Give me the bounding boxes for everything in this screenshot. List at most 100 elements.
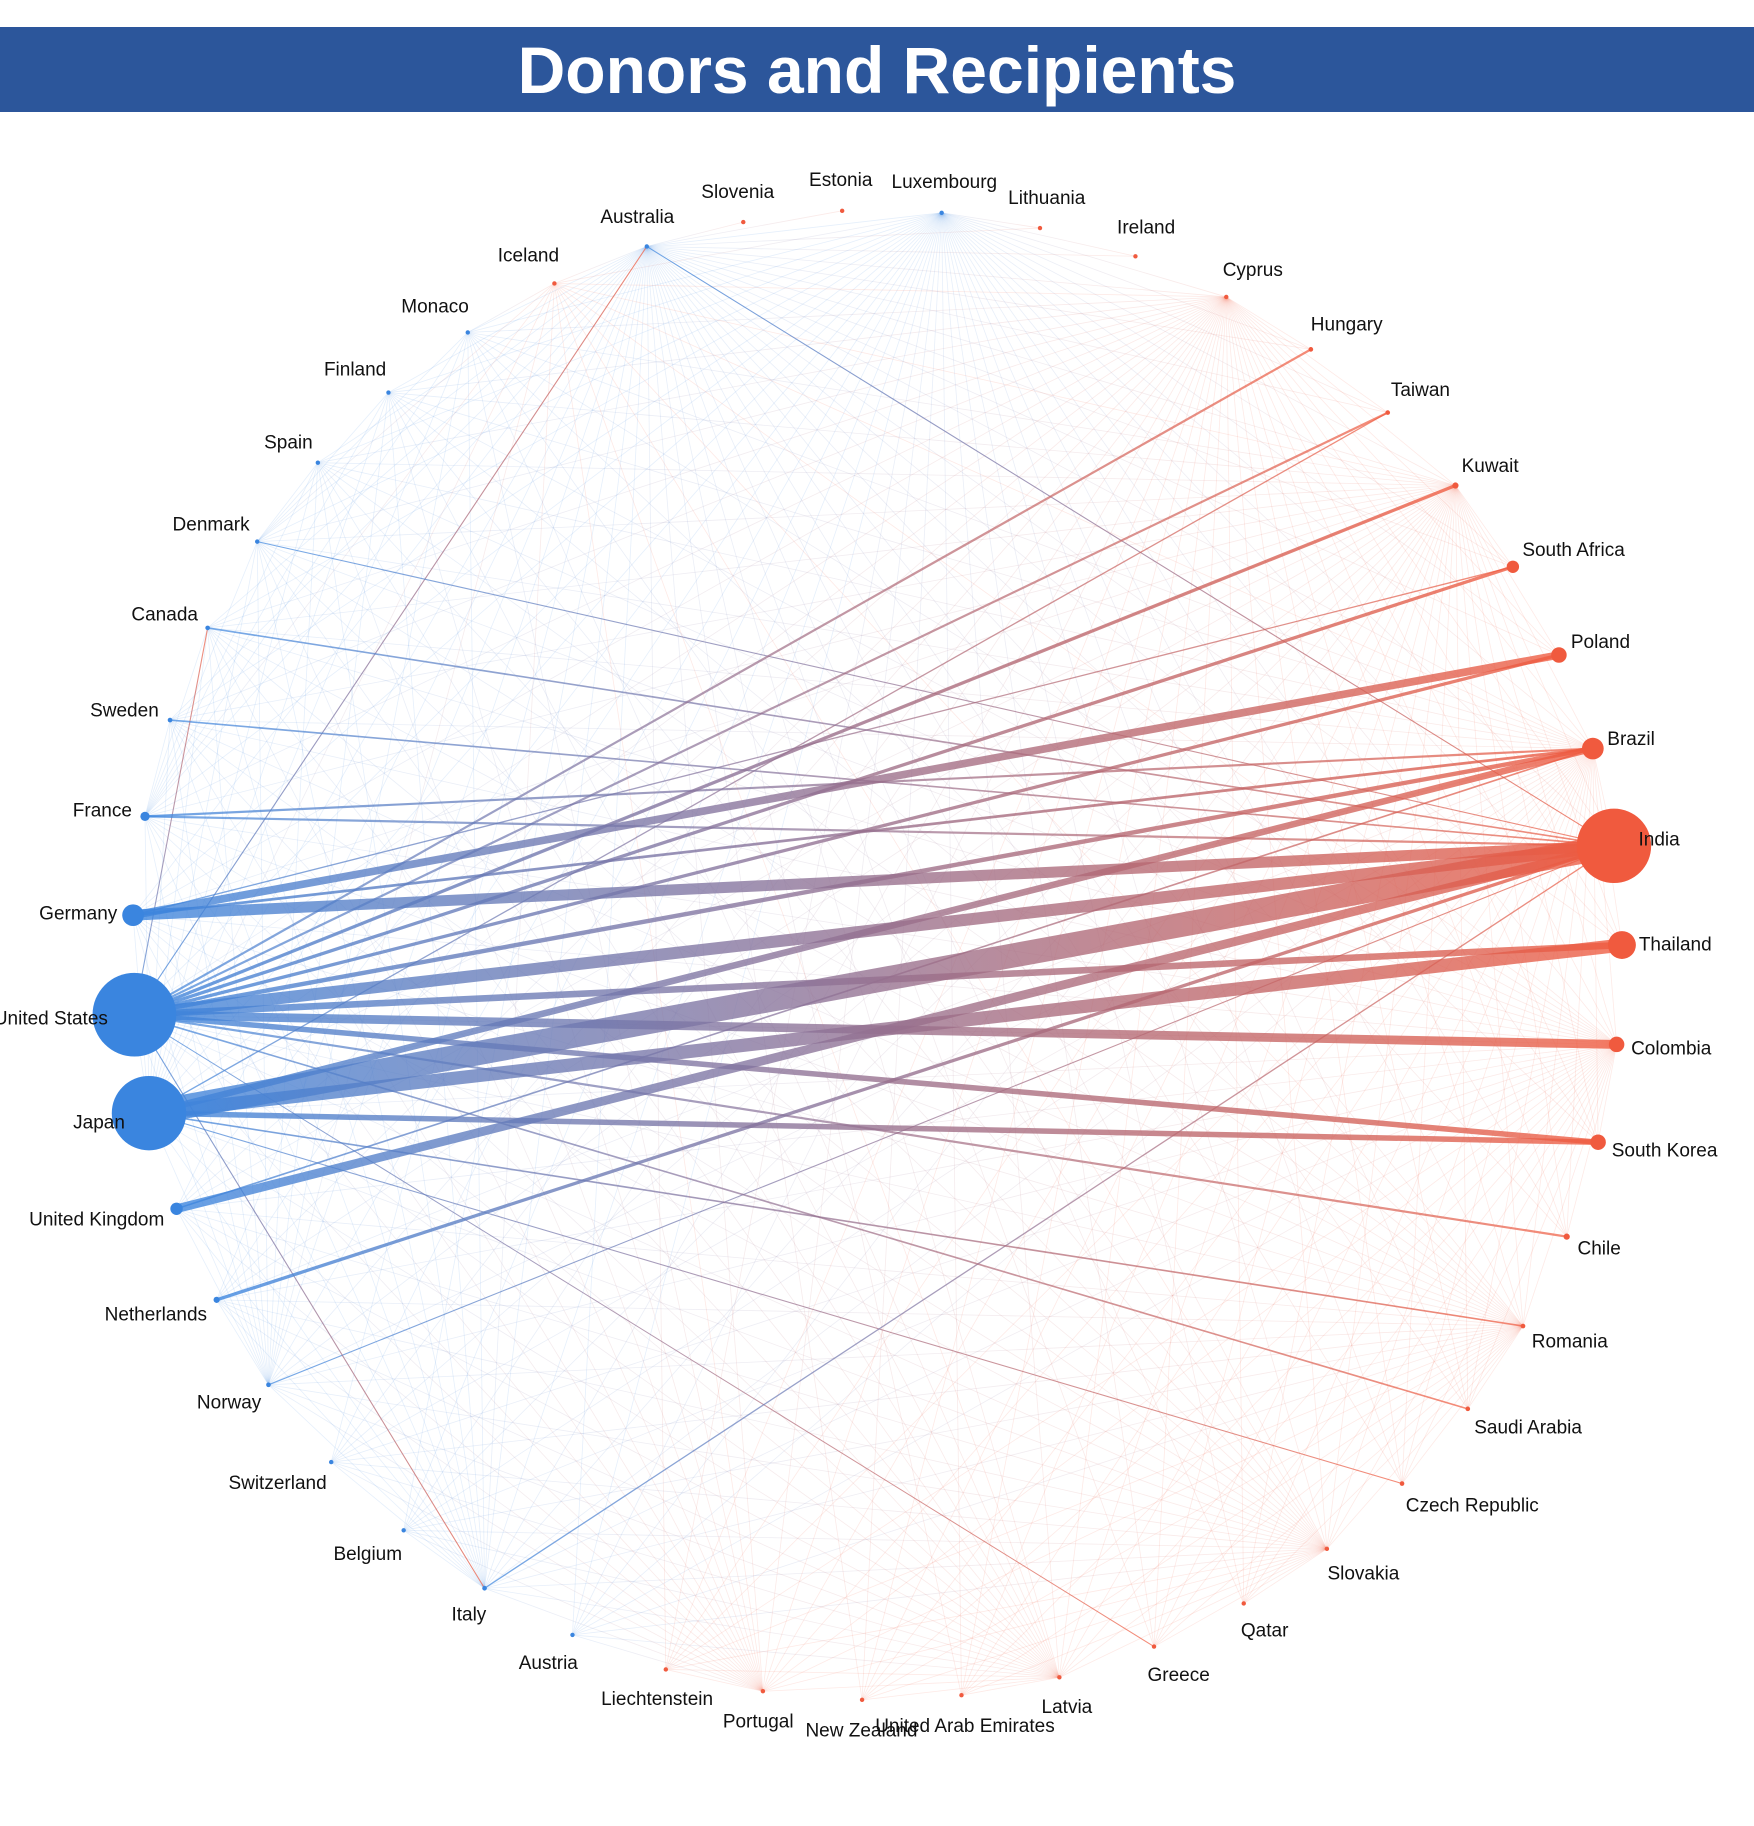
edge-japan-france — [144, 816, 150, 1114]
edge-cyprus-liechtenstein — [665, 296, 1227, 1670]
edge-kuwait-italy — [484, 485, 1456, 1589]
edge-kuwait-germany — [132, 485, 1456, 916]
node-uae — [959, 1692, 964, 1698]
edge-romania-iceland — [554, 283, 1524, 1327]
label-netherlands: Netherlands — [105, 1304, 207, 1325]
flow-united_states-to-india — [128, 839, 1621, 1021]
edge-cyprus-chile — [1225, 296, 1568, 1237]
node-chile — [1563, 1233, 1570, 1240]
edge-italy-belgium — [403, 1529, 485, 1589]
node-ireland — [1133, 254, 1138, 259]
flow-united_states-to-poland — [132, 653, 1561, 1017]
edge-kuwait-new_zealand — [861, 485, 1456, 1701]
label-uae: United Arab Emirates — [875, 1716, 1055, 1737]
node-sweden — [167, 717, 173, 723]
label-austria: Austria — [519, 1653, 579, 1674]
flow-germany-to-poland — [129, 651, 1563, 920]
node-belgium — [401, 1528, 406, 1533]
edge-latvia-switzerland — [331, 1461, 1060, 1678]
edge-romania-latvia — [1059, 1325, 1524, 1678]
edge-cyprus-france — [144, 296, 1227, 817]
node-france — [140, 811, 150, 822]
edge-denmark-monaco — [256, 332, 469, 542]
edge-slovakia-united_states — [134, 1014, 1328, 1550]
edge-australia-brazil — [646, 246, 1594, 749]
flow-japan-to-south_korea — [146, 1110, 1601, 1145]
edge-brazil-greece — [1153, 748, 1594, 1647]
edge-slovakia-sweden — [169, 719, 1328, 1550]
edge-monaco-iceland — [467, 283, 555, 333]
edge-slovakia-austria — [572, 1548, 1327, 1636]
node-slovenia — [741, 219, 746, 225]
edge-portugal-canada — [207, 627, 764, 1692]
edge-slovakia-portugal — [762, 1548, 1327, 1692]
label-slovakia: Slovakia — [1327, 1563, 1399, 1584]
edge-luxembourg-germany — [132, 212, 942, 916]
edge-portugal-united_kingdom — [176, 1208, 764, 1692]
edge-romania-slovakia — [1326, 1325, 1524, 1550]
edge-cyprus-belgium — [403, 296, 1227, 1531]
edge-romania-new_zealand — [861, 1325, 1524, 1701]
edge-latvia-new_zealand — [862, 1676, 1060, 1701]
edge-slovakia-monaco — [467, 332, 1328, 1550]
edge-australia-cyprus — [646, 246, 1227, 298]
label-ireland: Ireland — [1117, 217, 1175, 238]
node-austria — [570, 1632, 575, 1638]
edge-slovakia-belgium — [403, 1529, 1327, 1550]
edge-italy-japan — [148, 1112, 485, 1589]
edge-cyprus-qatar — [1225, 296, 1245, 1604]
edge-romania-spain — [317, 462, 1524, 1327]
label-belgium: Belgium — [333, 1544, 402, 1565]
label-new_zealand: New Zealand — [805, 1721, 917, 1742]
edge-kuwait-united_kingdom — [176, 485, 1456, 1210]
edge-kuwait-canada — [207, 485, 1456, 629]
label-liechtenstein: Liechtenstein — [601, 1689, 713, 1710]
edge-brazil-iceland — [554, 283, 1593, 749]
node-india — [1576, 808, 1652, 884]
label-romania: Romania — [1532, 1331, 1608, 1352]
node-colombia — [1608, 1036, 1625, 1053]
node-united_states — [92, 972, 177, 1057]
edge-italy-netherlands — [216, 1299, 485, 1589]
node-poland — [1551, 647, 1567, 663]
edge-slovakia-latvia — [1059, 1548, 1328, 1678]
edge-australia-switzerland — [330, 246, 648, 1463]
edge-france-spain — [144, 462, 319, 817]
flow-norway-to-india — [267, 845, 1615, 1386]
node-australia — [644, 244, 649, 249]
edge-luxembourg-latvia — [941, 212, 1060, 1678]
edge-kuwait-finland — [388, 392, 1456, 486]
edge-kuwait-south_africa — [1455, 485, 1514, 568]
node-united_kingdom — [170, 1202, 183, 1215]
node-taiwan — [1385, 410, 1391, 415]
edge-latvia-united_kingdom — [176, 1208, 1060, 1678]
edge-australia-slovenia — [646, 221, 744, 247]
flow-united_states-to-greece — [133, 1014, 1155, 1648]
edge-romania-belgium — [403, 1325, 1524, 1531]
label-south_korea: South Korea — [1612, 1140, 1718, 1161]
label-japan: Japan — [73, 1112, 125, 1133]
edge-romania-monaco — [467, 332, 1524, 1327]
edge-cyprus-hungary — [1226, 296, 1312, 350]
edge-australia-latvia — [646, 246, 1060, 1678]
major-edges — [127, 245, 1629, 1648]
edge-kuwait-india — [1455, 485, 1615, 847]
label-brazil: Brazil — [1607, 729, 1655, 750]
label-south_africa: South Africa — [1522, 540, 1625, 561]
label-italy: Italy — [451, 1604, 486, 1625]
edge-colombia-portugal — [762, 1044, 1617, 1692]
flow-netherlands-to-india — [214, 844, 1616, 1302]
edge-luxembourg-kuwait — [941, 212, 1456, 486]
edge-cyprus-new_zealand — [861, 296, 1227, 1700]
edge-colombia-saudi_arabia — [1467, 1044, 1617, 1410]
label-germany: Germany — [39, 903, 118, 924]
edge-luxembourg-france — [144, 212, 942, 817]
edge-portugal-austria — [572, 1634, 764, 1692]
edge-australia-estonia — [646, 210, 843, 247]
edge-italy-norway — [268, 1384, 485, 1589]
edge-kuwait-netherlands — [216, 485, 1456, 1301]
edge-latvia-netherlands — [216, 1299, 1060, 1678]
edge-norway-sweden — [169, 719, 269, 1385]
edge-cyprus-kuwait — [1226, 296, 1456, 486]
label-canada: Canada — [131, 604, 198, 625]
